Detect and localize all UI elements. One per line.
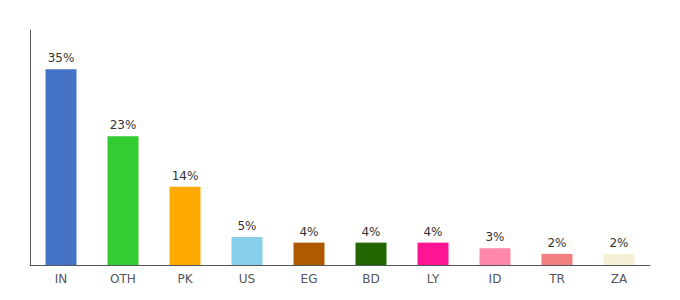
svg-text:TR: TR (548, 272, 565, 286)
svg-text:3%: 3% (485, 230, 504, 244)
svg-text:US: US (239, 272, 255, 286)
svg-text:2%: 2% (547, 236, 566, 250)
svg-text:PK: PK (177, 272, 193, 286)
svg-text:4%: 4% (423, 225, 442, 239)
svg-text:23%: 23% (110, 118, 137, 132)
svg-text:ID: ID (489, 272, 502, 286)
svg-text:35%: 35% (48, 51, 75, 65)
svg-text:LY: LY (427, 272, 440, 286)
svg-text:IN: IN (55, 272, 68, 286)
svg-text:5%: 5% (237, 219, 256, 233)
svg-text:4%: 4% (361, 225, 380, 239)
svg-text:4%: 4% (299, 225, 318, 239)
svg-text:BD: BD (362, 272, 379, 286)
svg-text:2%: 2% (609, 236, 628, 250)
svg-text:14%: 14% (172, 169, 199, 183)
svg-text:ZA: ZA (611, 272, 628, 286)
svg-text:EG: EG (301, 272, 318, 286)
svg-text:OTH: OTH (110, 272, 136, 286)
